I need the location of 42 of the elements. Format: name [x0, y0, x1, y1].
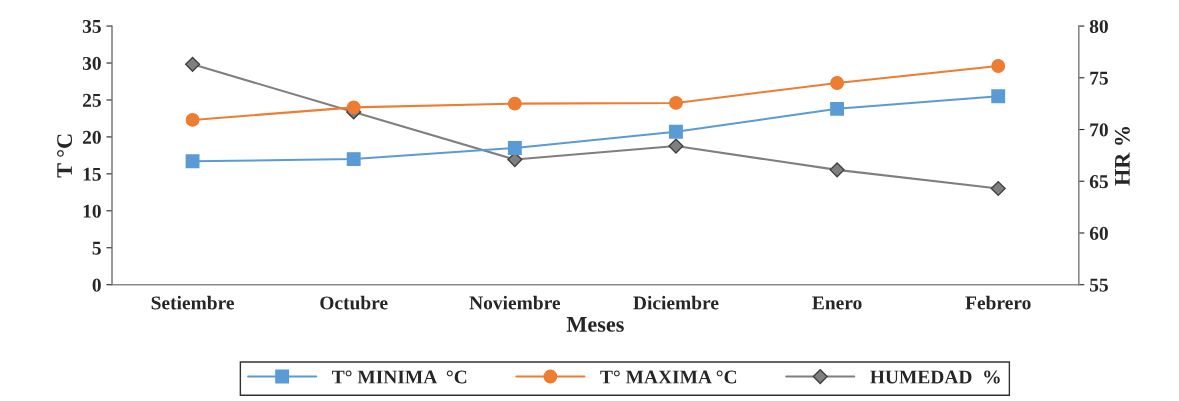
point [185, 154, 200, 169]
point [990, 180, 1006, 197]
x-axis-title: Meses [566, 317, 624, 332]
x-tick-label: Diciembre [633, 295, 719, 310]
point [507, 141, 522, 155]
point [830, 101, 845, 116]
y2-tick-label: 55 [1089, 278, 1108, 292]
x-tick-label: Setiembre [151, 295, 235, 310]
y-tick-label: 0 [92, 278, 101, 292]
legend-label: T° MAXIMA °C [600, 370, 737, 384]
y-tick-label: 5 [92, 241, 101, 255]
point [184, 56, 201, 72]
y2-axis-title: HR % [1114, 126, 1130, 186]
y-tick-label: 30 [82, 56, 101, 70]
y-axis-title: T °C [57, 134, 73, 178]
y2-tick-label: 75 [1090, 71, 1108, 85]
legend-label: HUMEDAD % [870, 370, 1000, 384]
y2-tick-label: 60 [1089, 226, 1108, 240]
y2-tick-label: 65 [1089, 175, 1108, 189]
legend-label: T° MINIMA °C [332, 370, 467, 384]
x-tick-label: Enero [812, 296, 862, 310]
point [507, 96, 522, 111]
point [346, 100, 361, 115]
y-tick-label: 25 [82, 93, 101, 107]
point [829, 162, 845, 178]
x-tick-label: Febrero [965, 295, 1031, 310]
point [668, 138, 684, 154]
point [830, 76, 845, 90]
point [669, 124, 683, 139]
point [991, 59, 1006, 73]
y-tick-label: 15 [83, 167, 101, 181]
y-tick-label: 20 [82, 130, 101, 144]
y2-tick-label: 70 [1090, 123, 1108, 137]
y2-tick-label: 80 [1089, 19, 1108, 33]
x-tick-label: Noviembre [469, 295, 561, 310]
point [991, 89, 1006, 104]
point [669, 95, 683, 110]
point [346, 152, 361, 167]
y-tick-label: 10 [83, 204, 101, 218]
point [185, 112, 200, 127]
y-tick-label: 35 [82, 19, 101, 33]
x-tick-label: Octubre [320, 295, 388, 310]
